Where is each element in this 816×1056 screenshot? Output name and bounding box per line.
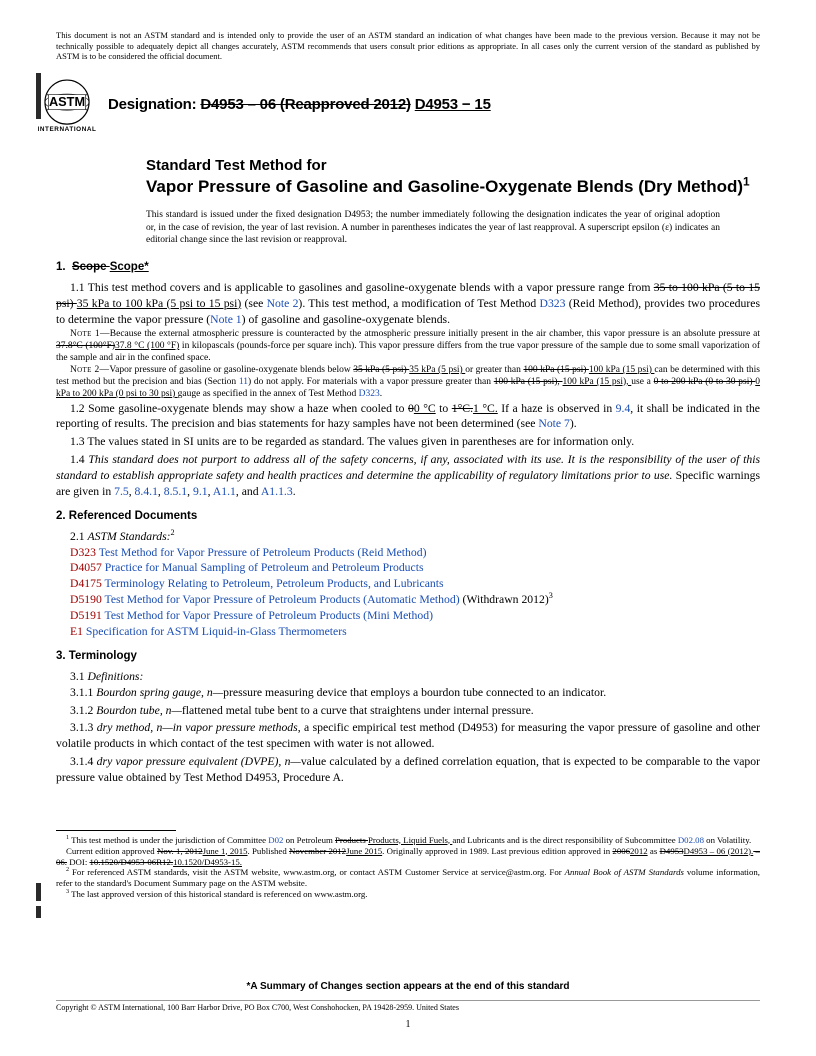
section-1-head: 1. Scope Scope* — [56, 260, 760, 276]
footnotes: 1 This test method is under the jurisdic… — [56, 835, 760, 901]
ref-title[interactable]: Practice for Manual Sampling of Petroleu… — [102, 561, 424, 574]
para-2.1: 2.1 ASTM Standards:2 — [56, 529, 760, 545]
reference-item: D4175 Terminology Relating to Petroleum,… — [56, 576, 760, 592]
reference-item: D323 Test Method for Vapor Pressure of P… — [56, 545, 760, 561]
reference-item: D4057 Practice for Manual Sampling of Pe… — [56, 560, 760, 576]
note-2: Note 2—Vapor pressure of gasoline or gas… — [56, 365, 760, 401]
para-3.1.4: 3.1.4 dry vapor pressure equivalent (DVP… — [56, 754, 760, 786]
reference-item: D5191 Test Method for Vapor Pressure of … — [56, 608, 760, 624]
title-line1: Standard Test Method for — [146, 156, 760, 176]
note2-link[interactable]: Note 2 — [267, 297, 299, 310]
d02.08-link[interactable]: D02.08 — [678, 835, 704, 845]
reference-item: D5190 Test Method for Vapor Pressure of … — [56, 592, 760, 608]
d323-link[interactable]: D323 — [540, 297, 566, 310]
references-list: D323 Test Method for Vapor Pressure of P… — [56, 545, 760, 640]
ref-title[interactable]: Specification for ASTM Liquid-in-Glass T… — [83, 625, 347, 638]
designation-label: Designation: — [108, 96, 196, 113]
header-row: ASTM INTERNATIONAL Designation: D4953 – … — [38, 76, 760, 134]
ref-title[interactable]: Test Method for Vapor Pressure of Petrol… — [102, 609, 433, 622]
ref-code[interactable]: D4057 — [70, 561, 102, 574]
copyright-line: Copyright © ASTM International, 100 Barr… — [56, 1000, 760, 1014]
warn-ref-link[interactable]: A1.1.3 — [261, 485, 293, 498]
warn-ref-link[interactable]: 9.1 — [193, 485, 208, 498]
reference-item: E1 Specification for ASTM Liquid-in-Glas… — [56, 624, 760, 640]
disclaimer-text: This document is not an ASTM standard an… — [56, 30, 760, 62]
ref-title[interactable]: Terminology Relating to Petroleum, Petro… — [102, 577, 444, 590]
footnote-2: 2 For referenced ASTM standards, visit t… — [56, 867, 760, 889]
section-2-head: 2. Referenced Documents — [56, 509, 760, 525]
para-3.1.3: 3.1.3 dry method, n—in vapor pressure me… — [56, 720, 760, 752]
revision-bar — [36, 906, 41, 918]
para-3.1: 3.1 Definitions: — [56, 669, 760, 685]
note1-link[interactable]: Note 1 — [210, 313, 241, 326]
revision-bar — [36, 883, 41, 901]
ref-title[interactable]: Test Method for Vapor Pressure of Petrol… — [102, 593, 460, 606]
ref-code[interactable]: E1 — [70, 625, 83, 638]
page-footer: *A Summary of Changes section appears at… — [56, 980, 760, 1031]
designation-line: Designation: D4953 – 06 (Reapproved 2012… — [108, 95, 491, 115]
revision-bar — [36, 73, 41, 119]
sec11-link[interactable]: 11 — [239, 377, 248, 387]
note7-link[interactable]: Note 7 — [538, 417, 569, 430]
svg-text:ASTM: ASTM — [49, 94, 85, 109]
warn-ref-link[interactable]: A1.1 — [213, 485, 236, 498]
issuance-note: This standard is issued under the fixed … — [146, 209, 760, 246]
designation-old: D4953 – 06 (Reapproved 2012) — [200, 96, 410, 113]
para-1.2: 1.2 Some gasoline-oxygenate blends may s… — [56, 401, 760, 433]
warn-ref-link[interactable]: 8.4.1 — [135, 485, 158, 498]
para-3.1.2: 3.1.2 Bourdon tube, n—flattened metal tu… — [56, 703, 760, 719]
warning-refs: 7.5, 8.4.1, 8.5.1, 9.1, A1.1, and A1.1.3 — [114, 485, 293, 498]
ref-title[interactable]: Test Method for Vapor Pressure of Petrol… — [96, 546, 427, 559]
page-number: 1 — [56, 1018, 760, 1032]
para-3.1.1: 3.1.1 Bourdon spring gauge, n—pressure m… — [56, 685, 760, 701]
footnote-1: 1 This test method is under the jurisdic… — [56, 835, 760, 846]
para-1.1: 1.1 This test method covers and is appli… — [56, 280, 760, 327]
title-block: Standard Test Method for Vapor Pressure … — [146, 156, 760, 198]
note-1: Note 1—Because the external atmospheric … — [56, 329, 760, 365]
warn-ref-link[interactable]: 7.5 — [114, 485, 129, 498]
designation-new: D4953 − 15 — [415, 96, 491, 113]
para-1.3: 1.3 The values stated in SI units are to… — [56, 434, 760, 450]
footnote-rule — [56, 830, 176, 831]
ref-code[interactable]: D5191 — [70, 609, 102, 622]
d323-link-2[interactable]: D323 — [359, 389, 380, 399]
d02-link[interactable]: D02 — [268, 835, 283, 845]
svg-text:INTERNATIONAL: INTERNATIONAL — [38, 126, 96, 133]
ref-code[interactable]: D4175 — [70, 577, 102, 590]
astm-logo: ASTM INTERNATIONAL — [38, 76, 96, 134]
ref-code[interactable]: D323 — [70, 546, 96, 559]
title-line2: Vapor Pressure of Gasoline and Gasoline-… — [146, 176, 760, 197]
new-range: 35 kPa to 100 kPa (5 psi to 15 psi) — [77, 297, 241, 310]
ref-9.4[interactable]: 9.4 — [616, 402, 631, 415]
summary-note: *A Summary of Changes section appears at… — [56, 980, 760, 994]
warn-ref-link[interactable]: 8.5.1 — [164, 485, 187, 498]
ref-code[interactable]: D5190 — [70, 593, 102, 606]
footnote-1-line2: Current edition approved Nov. 1, 2012Jun… — [56, 846, 760, 868]
section-3-head: 3. Terminology — [56, 649, 760, 665]
para-1.4: 1.4 This standard does not purport to ad… — [56, 452, 760, 499]
footnote-3: 3 The last approved version of this hist… — [56, 889, 760, 900]
